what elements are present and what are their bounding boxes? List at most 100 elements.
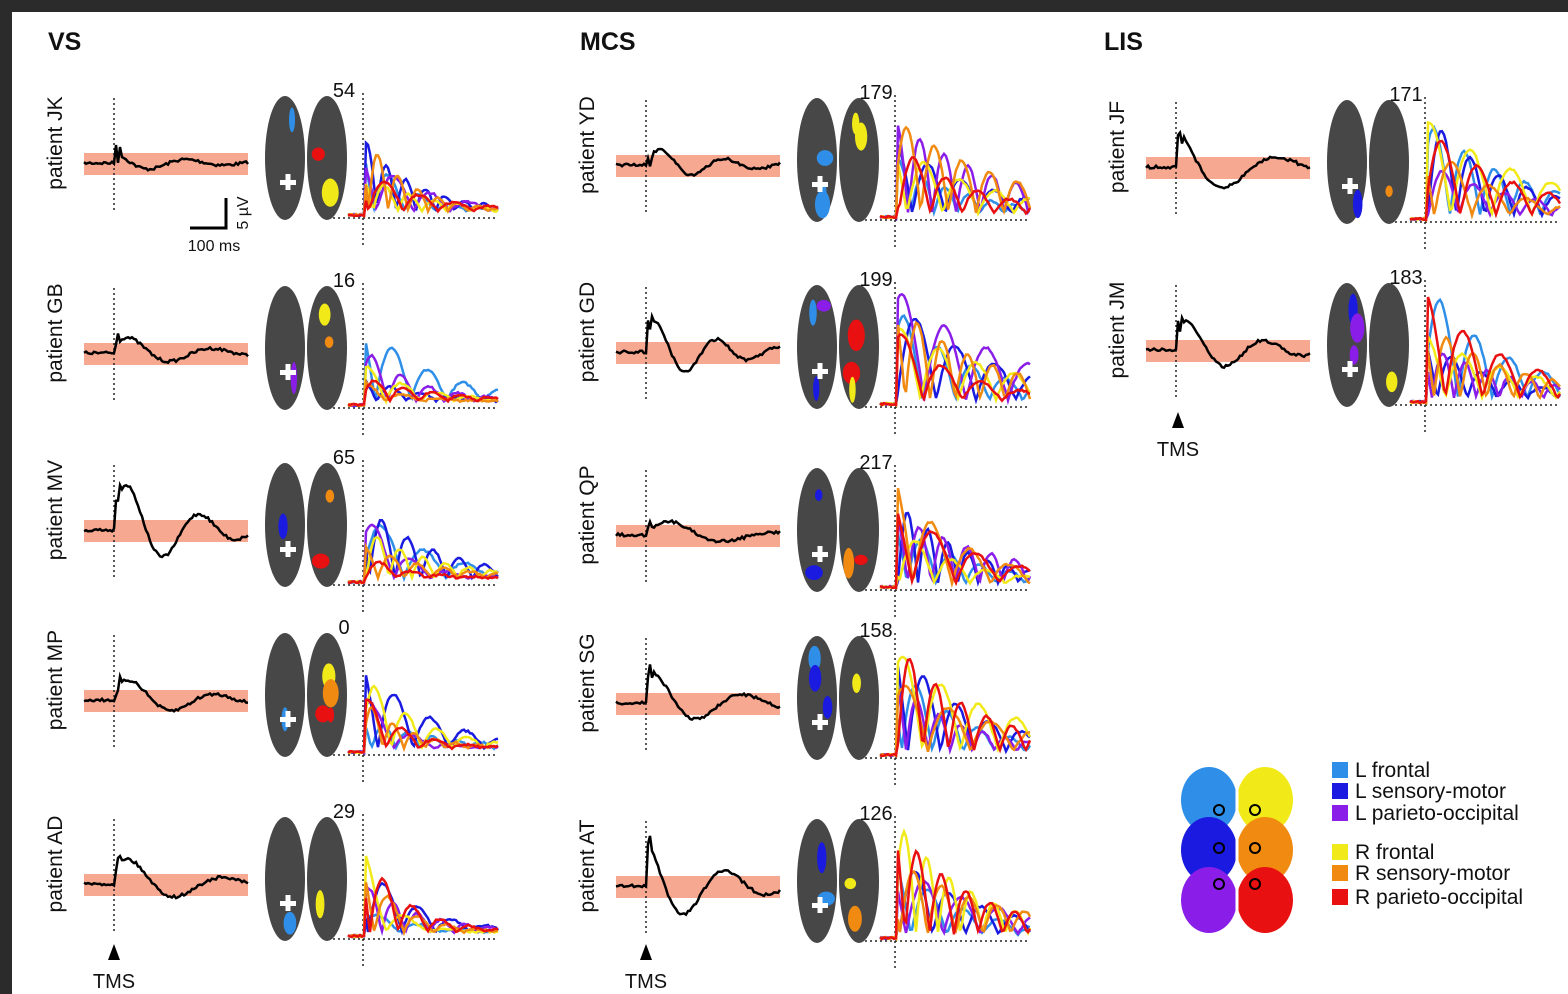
source-trace: [879, 666, 1031, 758]
legend-swatch: [1332, 865, 1348, 881]
brain-left: [797, 819, 837, 943]
source-trace: [347, 675, 499, 755]
tms-site-v: [817, 363, 823, 379]
brain-region: [848, 905, 862, 932]
response-count: 158: [859, 620, 892, 642]
eeg-trace: [615, 517, 781, 544]
brain-region: [1352, 189, 1363, 219]
source-trace: [1409, 296, 1562, 405]
baseline-band: [616, 155, 780, 177]
response-count: 126: [859, 803, 892, 825]
tms-site-v: [285, 364, 291, 380]
brain-region: [315, 705, 331, 723]
legend-brain-region: [1237, 867, 1293, 933]
source-trace: [1409, 297, 1561, 404]
source-trace: [879, 292, 1031, 407]
brain-region: [1350, 313, 1365, 343]
brain-right: [307, 817, 347, 941]
brain-left: [1327, 283, 1367, 407]
eeg-trace: [83, 854, 249, 900]
eeg-trace: [83, 333, 249, 365]
source-trace: [879, 487, 1031, 590]
source-trace: [879, 657, 1032, 758]
brain-region: [852, 673, 861, 693]
electrode: [1213, 842, 1225, 854]
eeg-trace: [83, 480, 249, 559]
response-count: 171: [1389, 84, 1422, 106]
patient-label: patient AD: [44, 816, 67, 913]
eeg-trace: [615, 664, 781, 722]
electrode: [1213, 878, 1225, 890]
tms-site-v: [1347, 361, 1353, 377]
electrode: [1249, 878, 1261, 890]
eeg-trace: [83, 144, 249, 172]
electrode: [1213, 804, 1225, 816]
response-count: 183: [1389, 267, 1422, 289]
tms-site-v: [817, 546, 823, 562]
brain-right: [839, 98, 879, 222]
source-trace: [879, 655, 1032, 758]
brain-right: [1369, 283, 1409, 407]
response-count: 54: [333, 80, 355, 102]
brain-region: [311, 553, 330, 569]
brain-region: [289, 107, 296, 133]
brain-region: [283, 911, 297, 935]
source-trace: [879, 511, 1031, 590]
source-trace: [347, 560, 499, 585]
brain-region: [816, 150, 834, 166]
source-trace: [347, 698, 499, 755]
source-trace: [879, 848, 1032, 941]
brain-left: [265, 286, 305, 410]
brain-region: [842, 361, 861, 385]
brain-right: [307, 463, 347, 587]
source-trace: [347, 542, 499, 584]
brain-left: [265, 817, 305, 941]
legend-brain-region: [1181, 767, 1237, 833]
brain-region: [854, 554, 868, 566]
legend-brain-region: [1181, 867, 1237, 933]
electrode: [1249, 804, 1261, 816]
legend-brain-region: [1237, 767, 1293, 833]
legend-swatch: [1332, 762, 1348, 778]
source-trace: [347, 536, 499, 585]
brain-right: [307, 286, 347, 410]
legend-swatch: [1332, 805, 1348, 821]
brain-region: [321, 178, 339, 207]
tms-site-v: [285, 541, 291, 557]
brain-region: [813, 376, 820, 401]
patient-label: patient SG: [576, 633, 599, 732]
legend-swatch: [1332, 844, 1348, 860]
brain-region: [843, 547, 855, 579]
response-count: 217: [859, 452, 892, 474]
eeg-trace: [1145, 129, 1311, 190]
brain-region: [1386, 371, 1398, 393]
brain-region: [808, 645, 821, 672]
legend-label: L sensory-motor: [1355, 780, 1506, 803]
brain-region: [816, 299, 831, 312]
patient-label: patient GB: [44, 283, 67, 382]
eeg-trace: [83, 671, 249, 713]
patient-label: patient JM: [1106, 282, 1129, 379]
brain-right: [839, 819, 879, 943]
source-trace: [879, 333, 1031, 407]
brain-region: [808, 664, 822, 692]
source-trace: [879, 125, 1032, 220]
legend-label: R frontal: [1355, 841, 1434, 864]
group-heading: LIS: [1104, 28, 1143, 56]
legend-label: L frontal: [1355, 759, 1430, 782]
baseline-band: [1146, 340, 1310, 362]
brain-region: [817, 842, 827, 874]
brain-left: [265, 633, 305, 757]
source-trace: [879, 320, 1032, 407]
patient-label: patient QP: [576, 465, 599, 564]
source-trace: [879, 513, 1031, 590]
brain-left: [265, 96, 305, 220]
eeg-trace: [615, 835, 782, 917]
legend-label: R parieto-occipital: [1355, 886, 1523, 909]
tms-arrow: [640, 944, 652, 960]
source-trace: [347, 876, 499, 939]
eeg-trace: [615, 311, 781, 373]
source-trace: [879, 156, 1032, 220]
group-heading: MCS: [580, 28, 636, 56]
brain-region: [814, 489, 823, 501]
